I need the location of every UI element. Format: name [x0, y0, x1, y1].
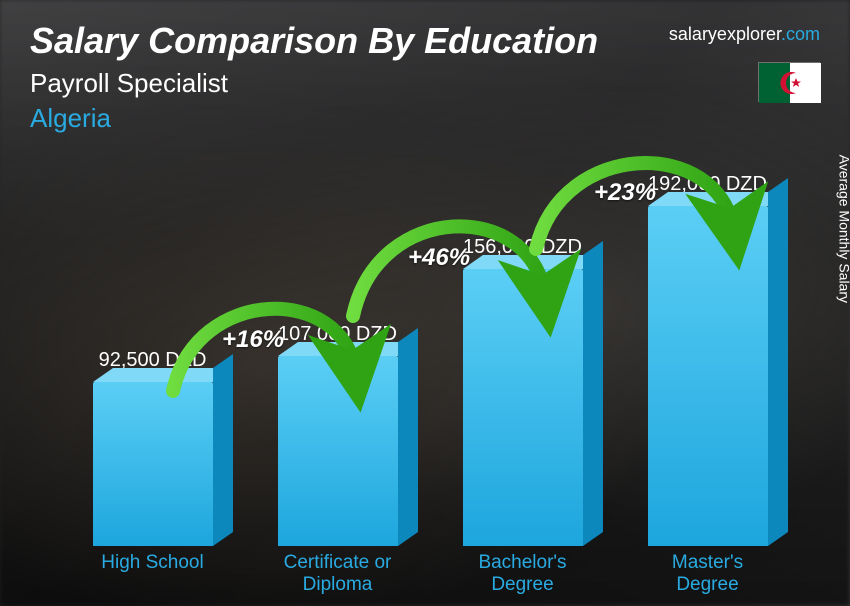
- bar-chart: 92,500 DZD107,000 DZD156,000 DZD192,000 …: [60, 136, 800, 596]
- x-axis-category: Bachelor'sDegree: [433, 552, 613, 596]
- job-title: Payroll Specialist: [30, 68, 820, 99]
- algeria-flag-icon: [758, 62, 820, 102]
- increase-percent-label: +16%: [222, 326, 284, 354]
- bar: [648, 206, 768, 546]
- increase-percent-label: +46%: [408, 244, 470, 272]
- x-axis-category: Certificate orDiploma: [248, 552, 428, 596]
- bar-group: 192,000 DZD: [618, 173, 798, 546]
- bars-row: 92,500 DZD107,000 DZD156,000 DZD192,000 …: [60, 146, 800, 546]
- bar-group: 107,000 DZD: [248, 323, 428, 546]
- x-axis-category: High School: [63, 552, 243, 596]
- increase-percent-label: +23%: [594, 179, 656, 207]
- x-axis-labels: High SchoolCertificate orDiplomaBachelor…: [60, 552, 800, 596]
- brand-tld: .com: [781, 24, 820, 44]
- bar: [278, 356, 398, 546]
- brand-watermark: salaryexplorer.com: [669, 24, 820, 45]
- bar-group: 156,000 DZD: [433, 236, 613, 546]
- brand-name: salaryexplorer: [669, 24, 781, 44]
- bar: [463, 269, 583, 546]
- bar-group: 92,500 DZD: [63, 349, 243, 546]
- country-label: Algeria: [30, 103, 820, 134]
- x-axis-category: Master'sDegree: [618, 552, 798, 596]
- y-axis-label: Average Monthly Salary: [836, 155, 850, 303]
- infographic-container: Salary Comparison By Education Payroll S…: [0, 0, 850, 606]
- bar: [93, 382, 213, 546]
